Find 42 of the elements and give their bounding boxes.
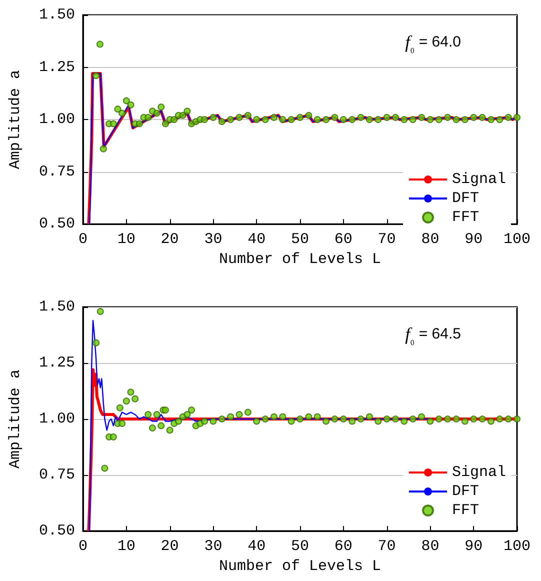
y-tick-label: 1.00	[38, 111, 75, 128]
legend-label: Signal	[452, 171, 506, 188]
legend-label: DFT	[452, 483, 480, 500]
x-tick-label: 30	[204, 231, 222, 248]
y-tick-label: 0.75	[38, 466, 75, 484]
x-tick-label: 10	[117, 231, 136, 248]
x-tick-label: 70	[378, 538, 396, 555]
legend-label: FFT	[452, 502, 480, 519]
y-tick-label: 1.25	[38, 354, 75, 372]
x-tick-label: 60	[334, 231, 352, 248]
x-tick-label: 80	[421, 538, 440, 555]
legend-label: DFT	[452, 190, 480, 207]
y-tick-label: 0.75	[38, 163, 75, 180]
x-tick-label: 90	[464, 538, 483, 555]
y-tick-label: 1.25	[38, 58, 75, 76]
x-tick-label: 30	[204, 538, 222, 555]
legend-label: FFT	[452, 209, 480, 226]
x-tick-label: 70	[378, 231, 396, 248]
y-tick-label: 0.50	[38, 522, 75, 540]
y-tick-label: 1.50	[38, 6, 75, 24]
x-tick-label: 100	[503, 231, 531, 248]
x-axis-title: Number of Levels L	[218, 251, 382, 268]
y-tick-label: 1.50	[38, 298, 75, 316]
y-tick-label: 1.00	[38, 410, 75, 428]
x-tick-label: 50	[290, 231, 310, 248]
x-tick-label: 100	[503, 538, 531, 555]
x-axis-title: Number of Levels L	[218, 558, 382, 575]
x-tick-label: 90	[464, 231, 483, 248]
legend-label: Signal	[452, 464, 506, 481]
y-axis-title: Amplitude a	[7, 369, 24, 469]
x-tick-label: 0	[78, 538, 88, 555]
x-tick-label: 50	[290, 538, 310, 555]
x-tick-label: 60	[334, 538, 352, 555]
x-tick-label: 20	[160, 231, 179, 248]
x-tick-label: 40	[248, 231, 266, 248]
y-axis-title: Amplitude a	[7, 70, 24, 170]
x-tick-label: 20	[160, 538, 179, 555]
x-tick-label: 0	[78, 231, 88, 248]
x-tick-label: 40	[248, 538, 266, 555]
x-tick-label: 10	[117, 538, 136, 555]
y-tick-label: 0.50	[38, 216, 75, 233]
x-tick-label: 80	[421, 231, 440, 248]
